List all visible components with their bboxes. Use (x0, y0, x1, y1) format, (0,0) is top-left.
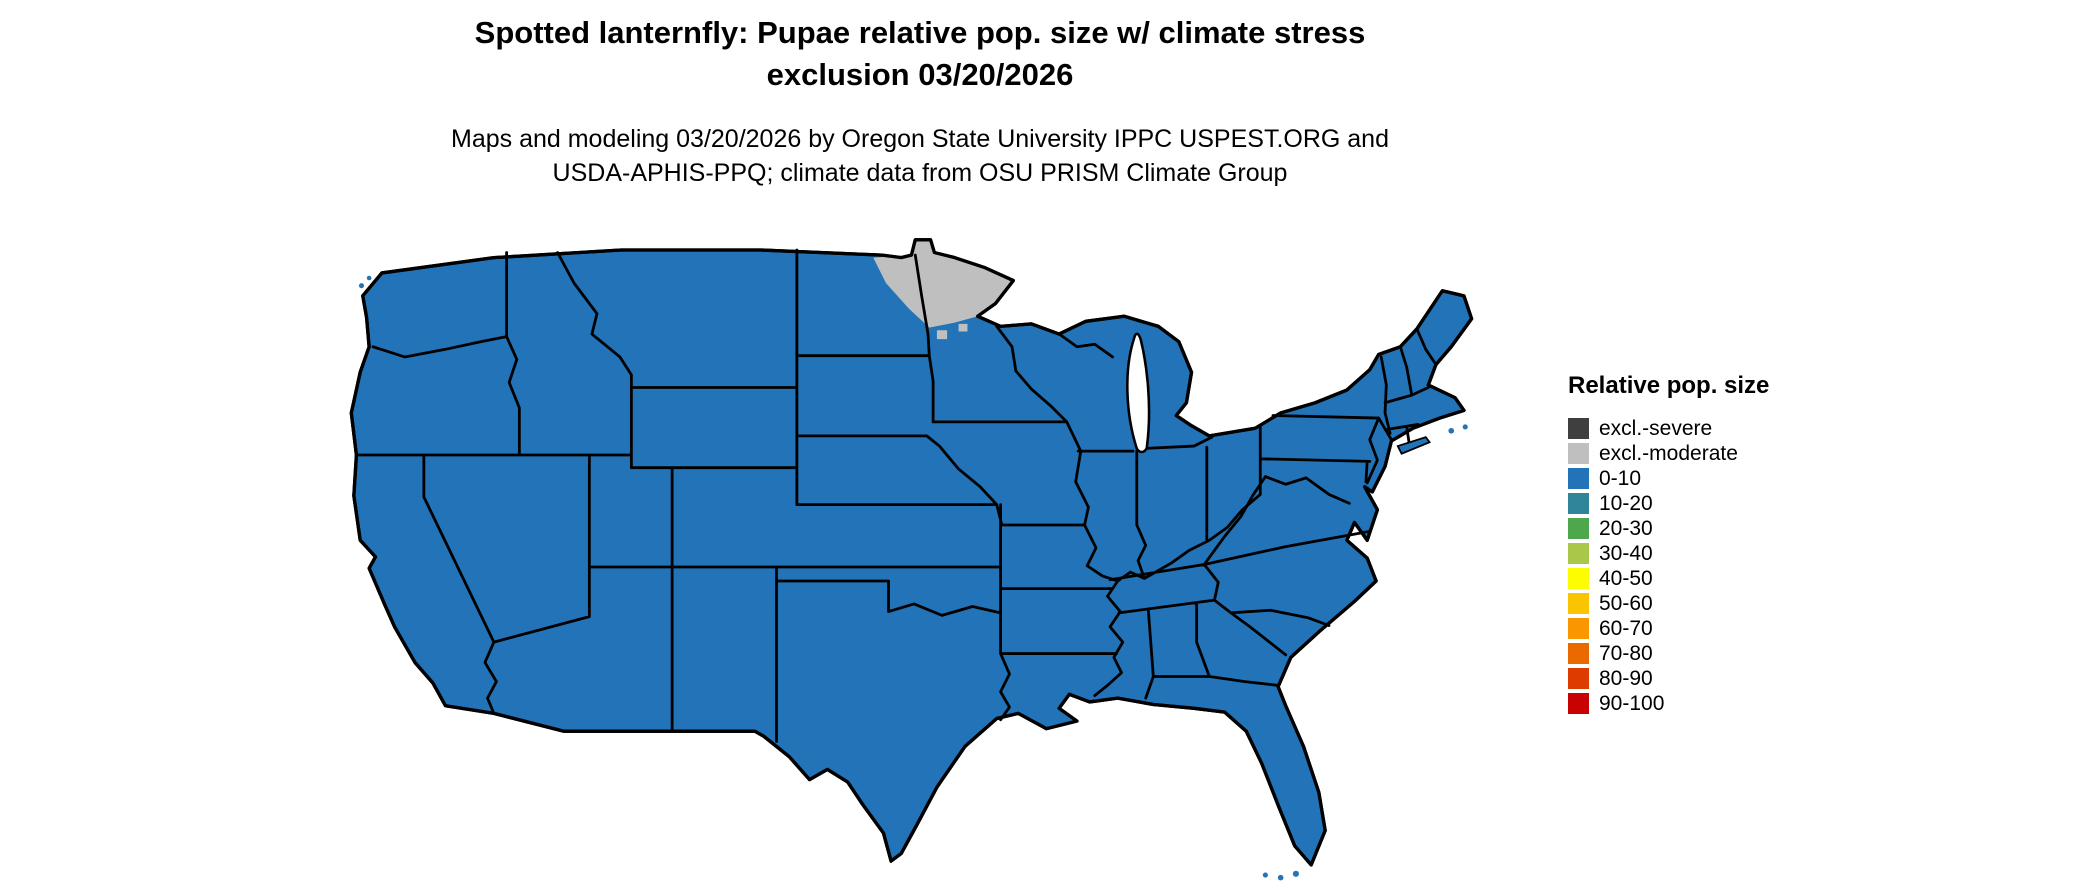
conus-map-svg (349, 238, 1474, 881)
legend-swatch (1568, 568, 1589, 589)
conus-outline (349, 238, 1474, 867)
legend-row: 80-90 (1568, 668, 1868, 689)
legend-label: 10-20 (1599, 492, 1653, 515)
legend-row: excl.-severe (1568, 418, 1868, 439)
legend-row: 20-30 (1568, 518, 1868, 539)
florida-keys-island (1277, 874, 1284, 881)
legend-swatch (1568, 643, 1589, 664)
legend-swatch (1568, 518, 1589, 539)
legend-label: excl.-severe (1599, 417, 1713, 440)
legend-row: 70-80 (1568, 643, 1868, 664)
legend-row: 60-70 (1568, 618, 1868, 639)
cape-cod-island (1448, 427, 1455, 434)
legend-title: Relative pop. size (1568, 372, 1770, 399)
legend-swatch (1568, 543, 1589, 564)
long-island (1396, 436, 1432, 455)
legend-label: 0-10 (1599, 467, 1642, 490)
legend-swatch (1568, 593, 1589, 614)
subtitle-line-1: Maps and modeling 03/20/2026 by Oregon S… (451, 125, 1389, 153)
title-line-2: exclusion 03/20/2026 (766, 57, 1074, 92)
legend-row: 90-100 (1568, 693, 1868, 714)
legend-row: 0-10 (1568, 468, 1868, 489)
legend-label: excl.-moderate (1599, 442, 1738, 465)
legend-label: 80-90 (1599, 667, 1653, 690)
subtitle-line-2: USDA-APHIS-PPQ; climate data from OSU PR… (552, 159, 1288, 187)
legend-row: excl.-moderate (1568, 443, 1868, 464)
florida-keys-island (1262, 872, 1268, 878)
legend-swatch (1568, 618, 1589, 639)
legend-label: 60-70 (1599, 617, 1653, 640)
legend-label: 30-40 (1599, 542, 1653, 565)
legend-row: 10-20 (1568, 493, 1868, 514)
legend-swatch (1568, 668, 1589, 689)
page-subtitle: Maps and modeling 03/20/2026 by Oregon S… (170, 122, 1670, 190)
coastal-islands (358, 275, 1468, 881)
florida-keys-island (1292, 870, 1299, 877)
legend-swatch (1568, 443, 1589, 464)
legend-label: 20-30 (1599, 517, 1653, 540)
legend-label: 70-80 (1599, 642, 1653, 665)
legend-swatch (1568, 468, 1589, 489)
legend-row: 50-60 (1568, 593, 1868, 614)
state-borders (354, 248, 1438, 743)
page-title: Spotted lanternfly: Pupae relative pop. … (170, 12, 1670, 96)
legend-label: 40-50 (1599, 567, 1653, 590)
san-juan-island (358, 283, 365, 289)
san-juan-island (366, 275, 372, 281)
legend: Relative pop. size excl.-severe excl.-mod… (1568, 372, 1868, 718)
legend-swatch (1568, 493, 1589, 514)
lake-michigan (1126, 332, 1151, 454)
legend-label: 50-60 (1599, 592, 1653, 615)
legend-entries: excl.-severe excl.-moderate 0-10 10-20 20-30… (1568, 418, 1868, 714)
legend-row: 30-40 (1568, 543, 1868, 564)
legend-swatch (1568, 693, 1589, 714)
legend-label: 90-100 (1599, 692, 1665, 715)
legend-row: 40-50 (1568, 568, 1868, 589)
cape-cod-island (1462, 424, 1468, 430)
conus-landmass (349, 238, 1474, 867)
title-line-1: Spotted lanternfly: Pupae relative pop. … (474, 15, 1366, 50)
us-map (300, 222, 1528, 884)
legend-swatch (1568, 418, 1589, 439)
